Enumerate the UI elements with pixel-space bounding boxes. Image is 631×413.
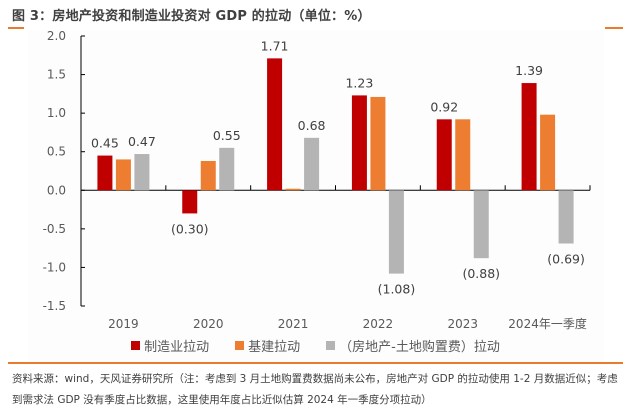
y-axis: 2.0 1.5 1.0 0.5 0.0 -0.5 -1.0 -1.5 bbox=[43, 29, 85, 313]
bar bbox=[182, 190, 198, 214]
x-tick-label: 2023 bbox=[447, 317, 478, 331]
data-label: 0.68 bbox=[298, 118, 326, 133]
title-accent-left bbox=[8, 27, 24, 29]
data-label: (0.88) bbox=[462, 266, 500, 281]
x-axis: 2019 2020 2021 2022 2023 2024年一季度 bbox=[80, 185, 591, 331]
x-tick-label: 2024年一季度 bbox=[508, 316, 587, 331]
bar bbox=[521, 83, 537, 191]
legend-swatch-real-estate bbox=[326, 341, 336, 350]
x-tick-label: 2019 bbox=[108, 317, 139, 331]
bar bbox=[370, 96, 386, 191]
data-label: 0.92 bbox=[430, 99, 458, 114]
legend-label-manufacturing: 制造业拉动 bbox=[144, 340, 210, 355]
bar bbox=[540, 114, 556, 191]
legend-swatch-manufacturing bbox=[131, 341, 141, 350]
legend-label-real-estate: （房地产-土地购置费）拉动 bbox=[339, 340, 500, 355]
data-label: (0.30) bbox=[171, 221, 209, 236]
bar bbox=[267, 58, 283, 191]
data-label: 0.55 bbox=[213, 128, 241, 143]
legend-swatch-infrastructure bbox=[235, 341, 245, 350]
bars bbox=[97, 58, 574, 274]
bar bbox=[304, 137, 320, 191]
data-label: (1.08) bbox=[378, 282, 416, 297]
bar bbox=[351, 95, 367, 191]
data-label: 1.23 bbox=[345, 75, 373, 90]
y-tick-label: -1.5 bbox=[43, 299, 66, 313]
bar bbox=[134, 154, 150, 191]
y-tick-label: -0.5 bbox=[43, 222, 66, 236]
y-tick-label: 1.5 bbox=[47, 68, 66, 82]
chart-area bbox=[28, 30, 604, 364]
bar bbox=[97, 155, 113, 191]
y-tick-label: 0.0 bbox=[47, 183, 66, 197]
legend: 制造业拉动 基建拉动 （房地产-土地购置费）拉动 bbox=[0, 336, 631, 355]
y-tick-label: -1.0 bbox=[43, 260, 66, 274]
source-note: 资料来源：wind，天风证券研究所（注：考虑到 3 月土地购置费数据尚未公布，房… bbox=[12, 373, 618, 406]
data-label: 0.45 bbox=[91, 136, 119, 151]
title-accent-right bbox=[605, 27, 623, 29]
bar bbox=[200, 160, 216, 191]
bar bbox=[558, 190, 574, 244]
y-tick-label: 1.0 bbox=[47, 106, 66, 120]
x-tick-label: 2022 bbox=[363, 317, 394, 331]
divider bbox=[8, 362, 623, 364]
bar bbox=[115, 159, 131, 191]
x-tick-label: 2020 bbox=[193, 317, 224, 331]
bar bbox=[436, 119, 452, 191]
bar bbox=[219, 147, 235, 191]
x-tick-label: 2021 bbox=[278, 317, 309, 331]
data-label: (0.69) bbox=[547, 252, 585, 267]
legend-item-real-estate: （房地产-土地购置费）拉动 bbox=[326, 336, 500, 355]
data-labels: 0.45 (0.30) 1.71 1.23 0.92 1.39 0.47 0.55 0.68 (1… bbox=[91, 38, 585, 296]
data-label: 0.47 bbox=[128, 134, 156, 149]
y-tick-label: 2.0 bbox=[47, 29, 66, 43]
y-tick-label: 0.5 bbox=[47, 145, 66, 159]
data-label: 1.39 bbox=[515, 63, 543, 78]
legend-label-infrastructure: 基建拉动 bbox=[248, 340, 301, 355]
bar bbox=[455, 119, 471, 191]
bar bbox=[473, 190, 489, 259]
legend-item-infrastructure: 基建拉动 bbox=[235, 336, 300, 355]
bar bbox=[388, 190, 404, 274]
bar bbox=[285, 188, 301, 191]
legend-item-manufacturing: 制造业拉动 bbox=[131, 336, 209, 355]
data-label: 1.71 bbox=[261, 38, 289, 53]
figure-title: 图 3：房地产投资和制造业投资对 GDP 的拉动（单位：%） bbox=[12, 9, 371, 24]
